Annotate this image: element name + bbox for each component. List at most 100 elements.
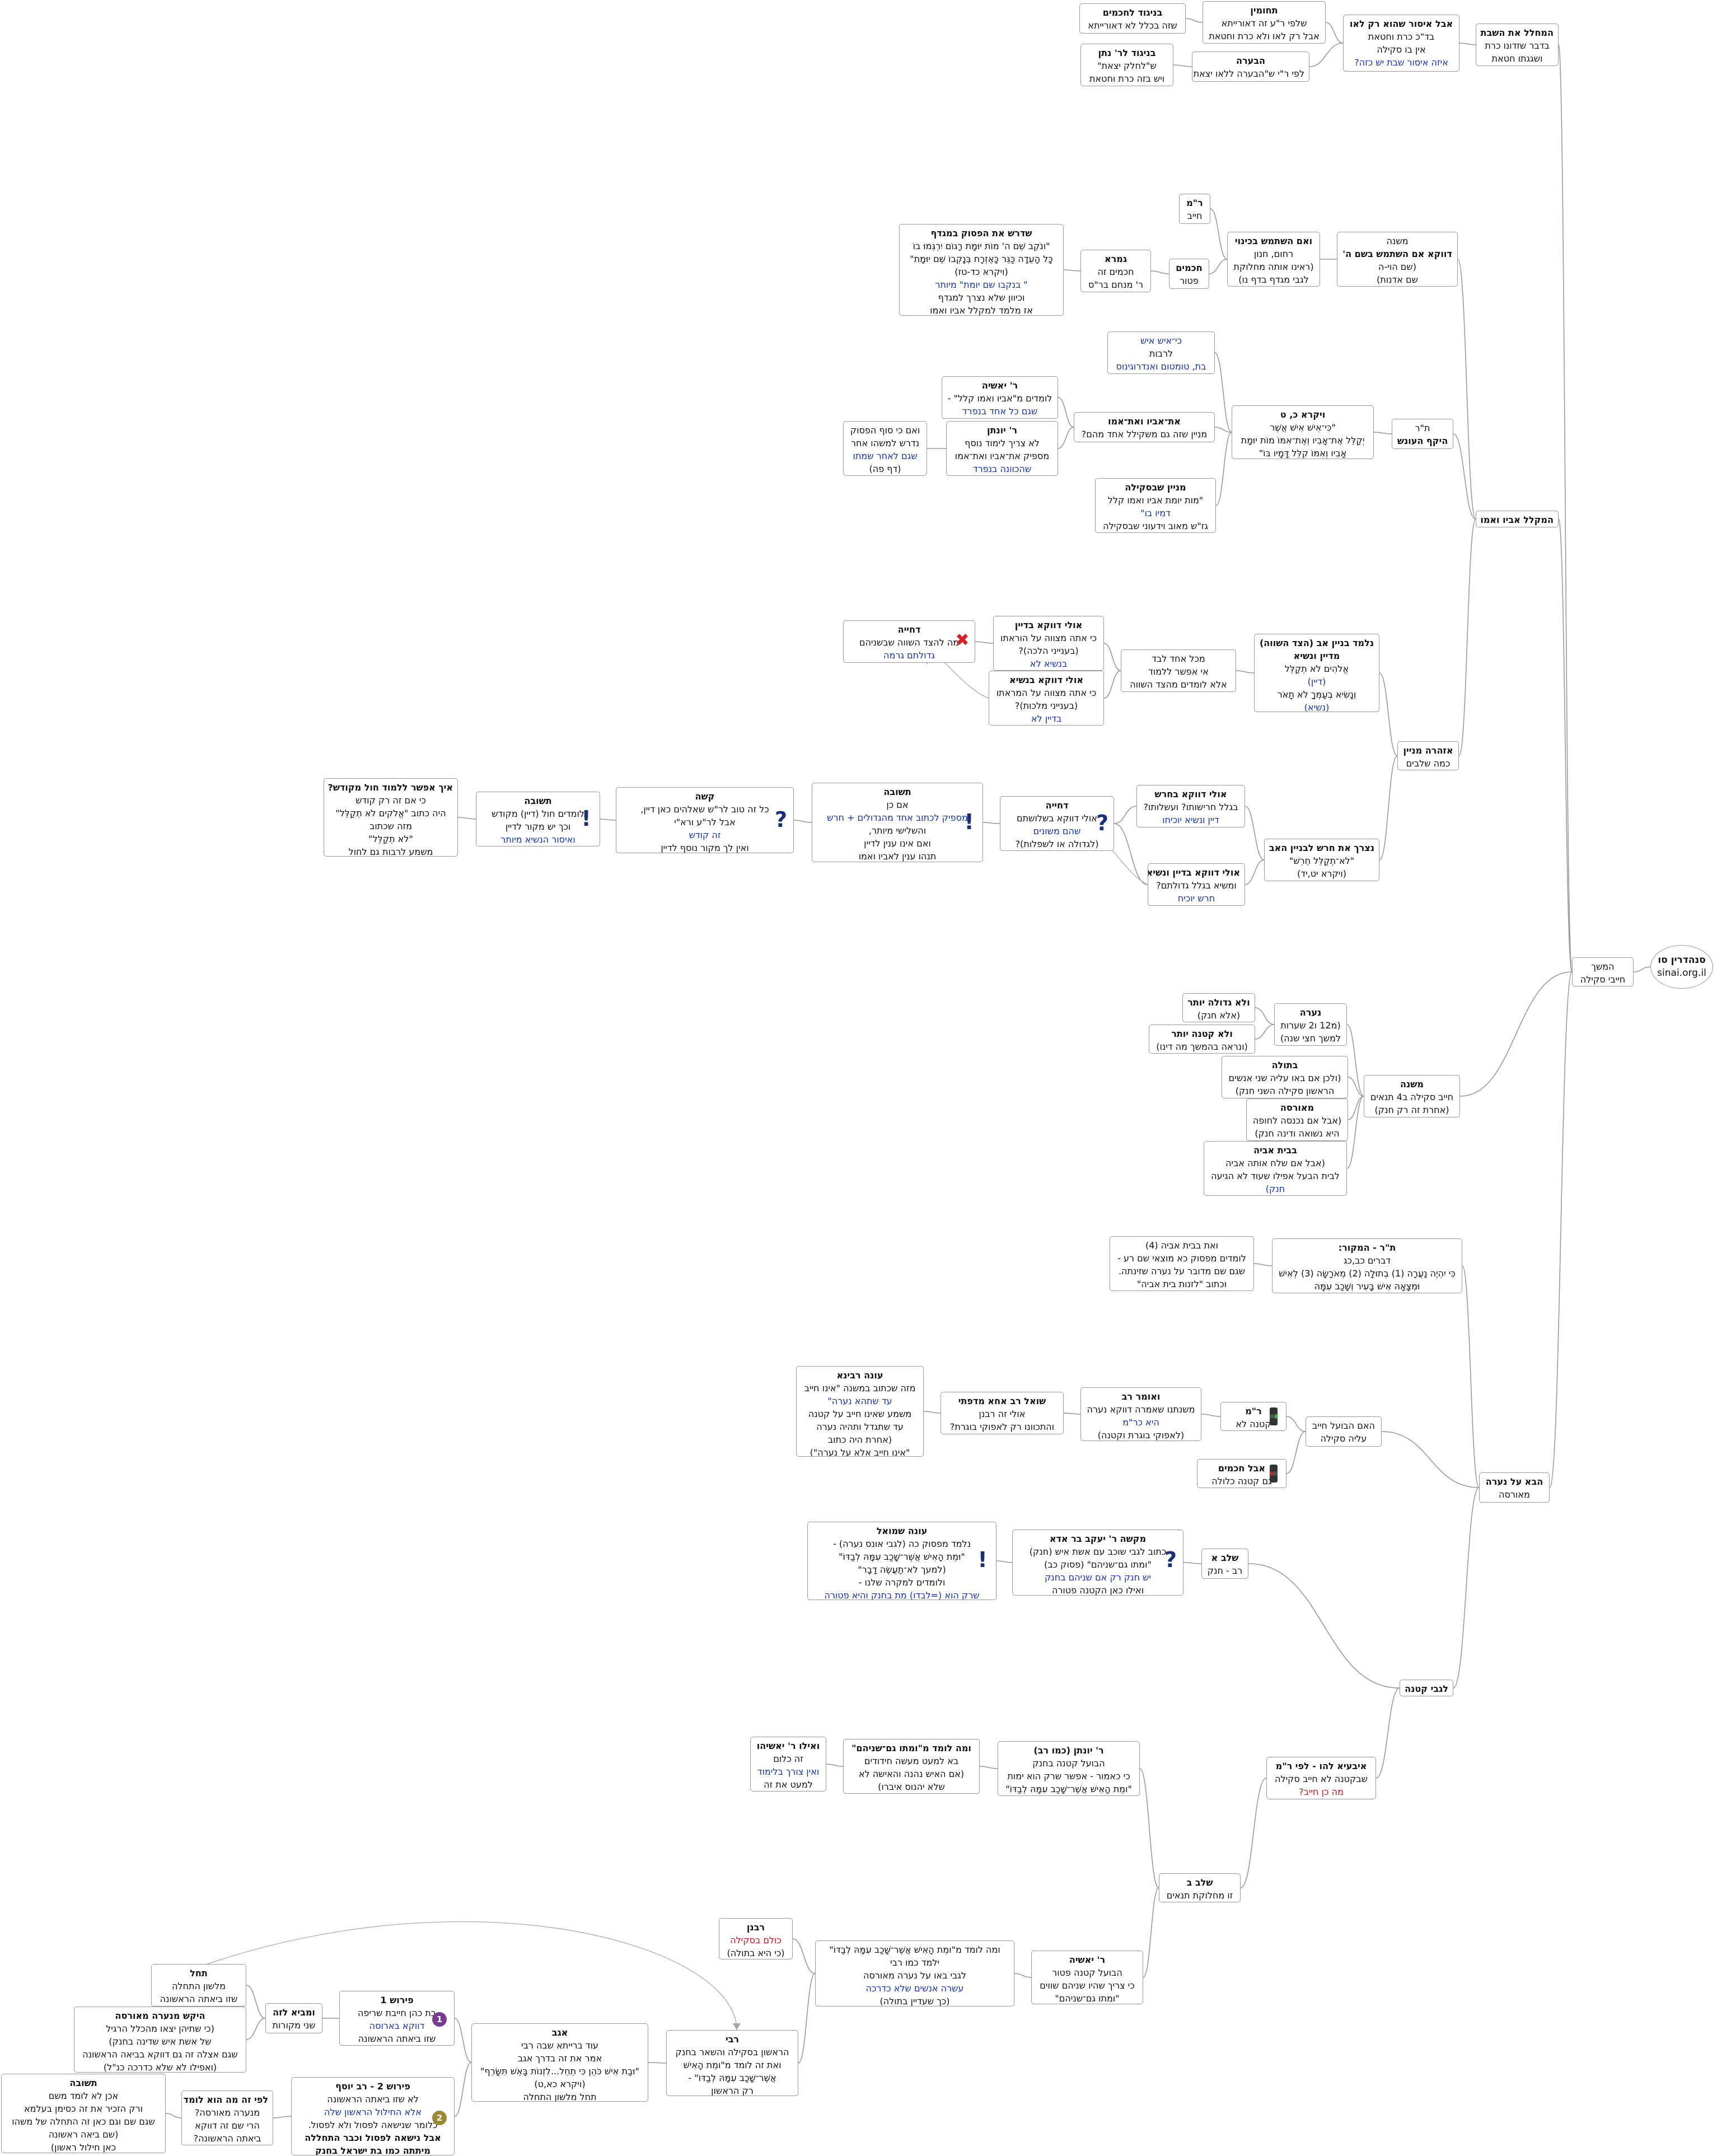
shdarash-line-4: " בנקבו שם יומת" מיותר [935,279,1028,290]
uma-lomed2-line-4: (כך שעדיין בתולה) [879,1996,950,2007]
node-umibe[interactable]: ומביא לזה שני מקורות [265,2003,322,2033]
node-agav[interactable]: אגב עוד ברייתא שבה רבי אמר את זה בדרך אגב "… [471,2023,648,2102]
node-ryonatan-rav[interactable]: ר' יונתן (כמו רב) הבועל קטנה בחנק כי כאמור… [998,1741,1140,1796]
node-rm[interactable]: ר"מ חייב [1179,194,1210,224]
node-perush2[interactable]: פירוש 2 - רב יוסף לא שזו ביאתה הראשונה אלא… [291,2077,455,2155]
node-uma-lomed2[interactable]: ומה לומד מ"ומֵת הָאִישׁ אֲשֶׁר־שָׁכַב עִ… [815,1940,1014,2007]
node-mikol-echad[interactable]: מכל אחד לבד אי אפשר ללמוד אלא לומדים מהצד … [1121,649,1236,692]
node-tr-hekesh[interactable]: ת"ר היקף העונש [1392,419,1453,449]
uma-lomed-line-2: (אם האיש נהנה והאישה לא [858,1769,965,1779]
node-dchiya1[interactable]: דחייה מה להצד השווה שבשניהם גדולתם גרמה [843,620,975,663]
connector-16 [1150,270,1169,274]
node-veilu-ryashia[interactable]: ואילו ר' יאשיהו זה כלום ואין צורך בלימוד למ… [750,1737,826,1792]
ki-ish-line-1: לרבות [1149,348,1173,359]
node-tchumin[interactable]: תחומין שלפי ר"ע זה דאורייתא אבל רק לאו ולא… [1203,1,1326,44]
hemshech-line-1: חייבי סקילה [1580,974,1626,985]
node-tshuva1[interactable]: תשובה אם כן מספיק לכתוב אחד מהגדולים + חרש… [812,783,983,862]
node-tshuva3[interactable]: תשובה אכן לא לומד משם ורק הזכיר את זה כסימ… [1,2074,166,2153]
node-rabi[interactable]: רבי הראשון בסקילה והשאר בחנק ואת זה לומד מ… [666,2030,798,2096]
haim-habaal-line-1: עליה סקילה [1320,1433,1367,1444]
node-rm2[interactable]: ר"מ קטנה לא [1220,1402,1286,1431]
node-ki-ish[interactable]: כי־איש איש לרבות בת, טומטום ואנדרוגינוס [1107,331,1215,374]
node-ulay-dayan-nasi[interactable]: אולי דווקא בדיין ונשיא ומשיא בגלל גדולתם?… [1148,863,1245,906]
node-chachamim[interactable]: חכמים פטור [1169,259,1209,289]
node-rabanan[interactable]: רבנן כולם בסקילה (כי היא בתולה) [719,1918,793,1959]
node-hamekalel[interactable]: המקלל אביו ואמו [1476,511,1559,527]
root-node[interactable]: סנהדרין סו sinai.org.il [1650,945,1713,989]
node-bnigud-chachamim[interactable]: בניגוד לחכמים שזה בכלל לא דאורייתא [1079,3,1186,34]
node-beit-aviha[interactable]: בבית אביה (אבל אם שלח אותה אביה לבית הבעל … [1204,1141,1347,1196]
node-gemara-mekalel[interactable]: גמרא חכמים זה ר' מנחם בר"ס [1080,250,1151,292]
node-eich[interactable]: איך אפשר ללמוד חול מקודש? כי אם זה רק קוד… [324,778,458,857]
node-azhara[interactable]: אזהרה מניין כמה שלבים [1397,741,1459,770]
node-tachel[interactable]: תחל מלשון התחלה שזו ביאתה הראשונה [151,1964,246,2007]
shdarash-line-3: (ויקרא כד-טז) [955,266,1008,277]
eich-line-3: מזה שכתוב [369,821,412,831]
node-mishna-mekalel[interactable]: משנה דווקא אם השתמש בשם ה' (שם הוי-ה שם אדנ… [1337,232,1458,287]
umibe-line-0: ומביא לזה [273,2007,315,2018]
ulay-nasi-line-2: (בענייני מלכות)? [1014,700,1078,711]
node-tshuva2[interactable]: תשובה לומדים חול (דיין) מקודש וכך יש מקור … [476,792,600,847]
node-minayin-skila[interactable]: מניין שבסקילה "מות יומת אביו ואמו קלל דמיו… [1095,478,1216,533]
node-ulay-cheresh[interactable]: אולי דווקא בחרש בגלל חרישותו? ועשלותו? דיי… [1136,785,1245,827]
node-hekesh[interactable]: היקש מנערה מאורסה (כי שתיהן יצאו מהכלל הר… [74,2007,246,2073]
node-velo-ktana[interactable]: ולא קטנה יותר (ונראה בהמשך מה דינו) [1149,1025,1255,1054]
node-ryonatan[interactable]: ר' יונתן לא צריך לימוד נוסף מספיק את־אביו … [946,421,1058,476]
node-nilmad-binyan[interactable]: נלמד בניין אב (הצד השווה) מדיין ונשיא אֱלֹ… [1254,634,1379,712]
node-iba[interactable]: איבעיא להו - לפי ר"מ שבקטנה לא חייב סקילה… [1266,1757,1376,1799]
node-vayikra[interactable]: ויקרא כ, ט "כִּי־אִישׁ אִישׁ אֲשֶׁר יְקַלֵ… [1232,405,1374,459]
node-haim-habaal[interactable]: האם הבועל חייב עליה סקילה [1306,1416,1382,1447]
one-ravina-line-0: עונה רבינא [836,1370,883,1381]
node-lgabei-ktana[interactable]: לגבי קטנה [1400,1680,1453,1696]
one-shmuel-line-3: (למעך לא־תַעֲשֶׂה דָבָר" [858,1564,946,1575]
node-ulay-nasi[interactable]: אולי דווקא בנשיא כי אתה מצווה על המראתו (ב… [989,671,1104,726]
node-im-hishtamesh[interactable]: ואם השתמש בכינוי רחום, חנון (ראינו אותה מח… [1227,232,1320,287]
veim-ki-line-3: (דף פה) [869,464,901,474]
node-mishna-naara[interactable]: משנה חייב סקילה ב4 תנאים (אחרת זה רק חנק) [1364,1075,1460,1117]
node-shalav-a[interactable]: שלב א רב - חנק [1201,1549,1248,1579]
node-dchiya2[interactable]: דחייה אולי דווקא בשלושתם שהם משונים (לגדולה… [1000,796,1114,851]
node-makshe-rya[interactable]: מקשה ר' יעקב בר אדא כתוב לגבי שוכב עם אשת… [1012,1530,1183,1596]
node-aval-isur[interactable]: אבל איסור שהוא רק לאו בד"כ כרת וחטאת אין ב… [1343,15,1459,72]
node-velo-gdola[interactable]: ולא גדולה יותר (אלא חנק) [1182,993,1255,1022]
node-veim-ki[interactable]: ואם כי סוף הפסוק נדרש למשהו אחר שגם לאחר ש… [843,421,927,476]
connector-18 [1373,432,1392,434]
node-haba-al[interactable]: הבא על נערה מאורסה [1479,1472,1550,1503]
node-one-shmuel[interactable]: עונה שמואל נלמד מפסוק כה (לגבי אונס נערה)… [807,1522,996,1600]
lefi-ze-line-0: לפי זה מה הוא לומד [183,2094,268,2105]
node-perush1[interactable]: פירוש 1 בת כהן חייבת שריפה דווקא בארוסה שזו… [339,1991,455,2046]
chachamim-line-0: חכמים [1176,263,1203,273]
node-veet-beit[interactable]: ואת בבית אביה (4) לומדים מפסוק כא מוצאי ש… [1110,1236,1254,1291]
node-uma-lomed[interactable]: ומה לומד מ"ומתו גם־שניהם" בא למעט מעשה חי… [843,1739,980,1794]
kashe-line-3: זה קודש [689,830,721,840]
tshuva3-line-1: אכן לא לומד משם [48,2090,119,2101]
shalav-a-line-0: שלב א [1211,1552,1239,1563]
node-bnigud-rnatan[interactable]: בניגוד לר' נתן ש"לחלק יצאת" ויש בזה כרת וח… [1080,44,1173,86]
mikol-echad-line-2: אלא לומדים מהצד השווה [1130,679,1227,690]
node-ryashia2[interactable]: ר' יאשיה הבועל קטנה פטור כי צריך שהיו שניה… [1031,1951,1143,2004]
node-btula[interactable]: בתולה (ולכן אם באו עליה שני אנשים הראשון ס… [1222,1056,1348,1098]
mikol-echad-line-0: מכל אחד לבד [1152,653,1205,664]
node-ulay-dayan[interactable]: אולי דווקא בדיין כי אתה מצווה על הוראתו (ב… [993,616,1104,671]
node-kashe[interactable]: קשה כל זה טוב לר"ש שאלהים כאן דיין, אבל לר… [616,787,794,853]
ulay-dayan-nasi-line-1: ומשיא בגלל גדולתם? [1156,880,1237,891]
connector-60 [1143,1887,1159,1978]
aval-isur-line-0: אבל איסור שהוא רק לאו [1349,18,1453,29]
node-mechalel[interactable]: המחלל את השבת בדבר שזדונו כרת ושגגתו חטאת [1476,24,1559,66]
node-havara[interactable]: הבערה לפי ר"י ש"הבערה ללאו יצאת" [1192,52,1309,82]
node-veomer-rav[interactable]: ואומר רב משנתנו שאמרה דווקא נערה היא כר"מ (… [1080,1387,1201,1441]
node-shdarash[interactable]: שדרש את הפסוק במגדף "ונֹקֵב שֵׁם ה' מוֹת … [899,224,1064,316]
dchiya2-line-0: דחייה [1045,800,1069,811]
node-one-ravina[interactable]: עונה רבינא מזה שכתוב במשנה "אינו חייב עד ש… [796,1366,924,1457]
node-et-aviv[interactable]: את־אביו ואת־אמו מניין שזה גם משקילל אחד מ… [1074,412,1215,442]
node-shoel-rav[interactable]: שואל רב אחא מדפתי אולי זה רבנן והתכוונו רק… [941,1392,1064,1434]
node-shalav-b[interactable]: שלב ב זו מחלוקת תנאים [1159,1873,1241,1902]
node-nizrach[interactable]: נצרך את חרש לבניין האב "לא־תְקַלֵּל חֵרֵש… [1264,839,1379,881]
node-lefi-ze[interactable]: לפי זה מה הוא לומד מנערה מאורסה? הרי שם זה… [181,2090,273,2145]
node-meorasa[interactable]: מאורסה (אבל אם נכנסה לחופה היא נשואה ודינה… [1246,1098,1348,1141]
veilu-ryashia-line-2: ואין צורך בלימוד [757,1766,820,1777]
node-hemshech[interactable]: המשך חייבי סקילה [1572,957,1634,986]
node-naara[interactable]: נערה (מ12 ו2 שערות למשך חצי שנה) [1274,1003,1347,1046]
node-rashia[interactable]: ר' יאשיה לומדים מ"אביו ואמו קלל" - שגם כל … [942,376,1058,419]
node-tr-hamakor[interactable]: ת"ר - המקור: דברים כב,כג כִּי יִהְיֶה נַעֲ… [1272,1238,1462,1293]
